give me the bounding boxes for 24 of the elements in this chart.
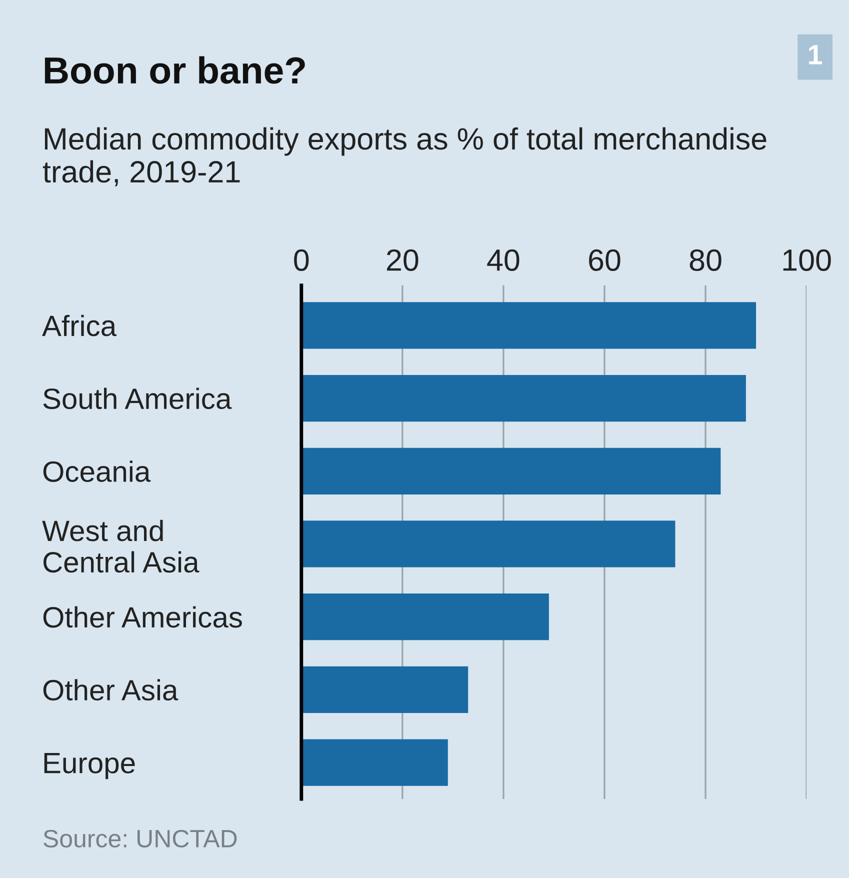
- bar: [301, 374, 746, 422]
- x-tick-label: 80: [690, 249, 722, 271]
- y-tick-label: Europe: [44, 753, 135, 780]
- source-note: Source: UNCTAD: [44, 830, 237, 848]
- x-tick-label: 40: [487, 249, 520, 271]
- bar: [301, 448, 721, 494]
- x-tick-label: 20: [386, 249, 418, 271]
- bar: [301, 666, 468, 714]
- y-tick-label: Other Asia: [43, 679, 178, 701]
- y-tick-label: South America: [43, 388, 232, 410]
- bar: [301, 302, 756, 349]
- bar: [301, 520, 676, 568]
- y-tick-label: West and Central Asia: [42, 520, 200, 573]
- bar: [301, 739, 448, 786]
- chart-subtitle: Median commodity exports as % of total merchandise trade, 2019-21: [42, 127, 766, 186]
- chart-title: Boon or bane?: [44, 56, 305, 84]
- bar: [301, 594, 549, 640]
- x-tick-label: 100: [783, 249, 831, 271]
- y-tick-label: Africa: [42, 314, 117, 336]
- y-tick-label: Other Americas: [43, 606, 242, 628]
- y-tick-label: Oceania: [43, 460, 151, 482]
- x-tick-label: 0: [294, 249, 309, 271]
- text: 1: [809, 45, 822, 64]
- x-tick-label: 60: [589, 249, 620, 271]
